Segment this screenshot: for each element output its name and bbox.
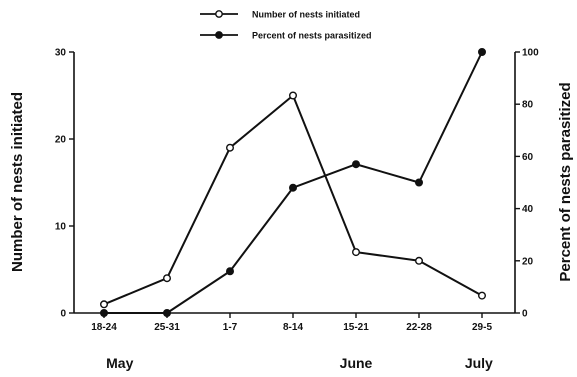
series-lines — [103, 51, 483, 314]
x-tick-label: 8-14 — [283, 322, 303, 333]
left-tick-label: 20 — [55, 135, 67, 146]
left-axis-ticks: 0 10 20 30 — [55, 48, 74, 320]
series-0-point — [478, 291, 487, 300]
series-0-point — [162, 274, 171, 283]
right-tick-label: 0 — [522, 309, 528, 320]
series-0-point — [352, 248, 361, 257]
x-tick-label: 22-28 — [406, 322, 432, 333]
legend-item-nests-initiated: Number of nests initiated — [200, 10, 360, 20]
series-0-point — [99, 300, 108, 309]
series-1-point — [99, 309, 108, 318]
right-tick-label: 100 — [522, 48, 539, 59]
x-tick-label: 25-31 — [154, 322, 180, 333]
series-0-point — [225, 143, 234, 152]
right-tick-label: 60 — [522, 152, 534, 163]
month-label: June — [340, 355, 373, 371]
series-line-1 — [104, 51, 483, 314]
x-tick-label: 18-24 — [91, 322, 117, 333]
series-1-point — [162, 309, 171, 318]
legend: Number of nests initiated Percent of nes… — [200, 10, 372, 41]
series-1-point — [478, 48, 487, 57]
series-line-0 — [103, 94, 483, 306]
right-tick-label: 40 — [522, 204, 534, 215]
x-tick-label: 29-5 — [472, 322, 492, 333]
left-tick-label: 30 — [55, 48, 67, 59]
y-axis-left-title: Number of nests initiated — [9, 92, 26, 272]
left-tick-label: 10 — [55, 222, 67, 233]
left-tick-label: 0 — [60, 309, 66, 320]
y-axis-right-title: Percent of nests parasitized — [557, 82, 574, 281]
series-1-point — [352, 160, 361, 169]
month-labels: May June July — [106, 355, 493, 371]
right-tick-label: 80 — [522, 100, 534, 111]
right-axis-ticks: 0 20 40 60 80 100 — [515, 48, 539, 320]
series-points — [99, 48, 487, 318]
right-tick-label: 20 — [522, 256, 534, 267]
month-label: May — [106, 355, 133, 371]
series-1-point — [225, 267, 234, 276]
x-tick-label: 15-21 — [343, 322, 369, 333]
legend-item-percent-parasitized: Percent of nests parasitized — [200, 31, 372, 41]
legend-label-series-1: Percent of nests parasitized — [252, 31, 372, 41]
x-tick-label: 1-7 — [223, 322, 238, 333]
month-label: July — [465, 355, 493, 371]
x-axis-ticks: 18-24 25-31 1-7 8-14 15-21 22-28 29-5 — [91, 313, 492, 333]
series-1-point — [415, 178, 424, 187]
series-0-point — [289, 91, 298, 100]
series-1-point — [289, 183, 298, 192]
series-0-point — [415, 256, 424, 265]
legend-label-series-0: Number of nests initiated — [252, 10, 360, 20]
